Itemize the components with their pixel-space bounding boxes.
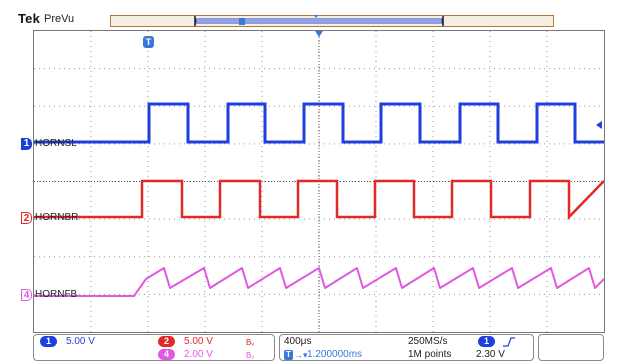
trigger-position-label: T bbox=[145, 37, 152, 47]
trigger-source-number: 1 bbox=[483, 336, 489, 346]
channel-2-marker[interactable]: 2 bbox=[21, 212, 32, 224]
trigger-level-value: 2.30 V bbox=[476, 349, 505, 360]
channel-2-number: 2 bbox=[23, 213, 30, 224]
waveform-canvas bbox=[34, 31, 604, 332]
channel-1-number: 1 bbox=[23, 138, 30, 149]
trigger-position-value: 1.200000ms bbox=[307, 349, 363, 360]
channel-1-label: HORNSL bbox=[35, 138, 77, 149]
channel-1-marker[interactable]: 1 bbox=[21, 138, 32, 150]
channel-4-label: HORNFB bbox=[35, 289, 78, 300]
record-view-bar-graphic bbox=[194, 15, 444, 26]
trigger-source-badge: 1 bbox=[478, 336, 495, 347]
channel-2-label: HORNBR bbox=[35, 212, 79, 223]
status-bar: 1 5.00 V 2 5.00 V Bᵥ 4 2.00 V Bᵥ 400μs T… bbox=[33, 334, 605, 361]
brand-logo: Tek bbox=[18, 11, 41, 26]
bandwidth-limit-icon: Bᵥ bbox=[246, 351, 254, 360]
trigger-point-icon bbox=[315, 31, 323, 37]
horizontal-trigger-panel[interactable]: 400μs T →▾ 1.200000ms 250MS/s 1M points … bbox=[279, 334, 534, 361]
bandwidth-limit-icon: Bᵥ bbox=[246, 338, 254, 347]
acquisition-mode-label: PreVu bbox=[44, 13, 75, 25]
ch1-scale-badge: 1 bbox=[40, 336, 57, 347]
channel-4-trace bbox=[34, 267, 604, 297]
record-length-value: 1M points bbox=[408, 349, 452, 360]
ch2-scale-value: 5.00 V bbox=[184, 336, 213, 347]
arrow-icon: →▾ bbox=[294, 350, 308, 360]
ch1-scale-value: 5.00 V bbox=[66, 336, 95, 347]
trigger-position-marker[interactable]: T bbox=[143, 36, 154, 48]
timebase-value: 400μs bbox=[284, 336, 312, 347]
ch4-scale-badge: 4 bbox=[158, 349, 175, 360]
ch4-badge-number: 4 bbox=[163, 349, 169, 359]
channel-4-number: 4 bbox=[23, 290, 30, 301]
waveform-plot-area[interactable]: 1 HORNSL 2 HORNBR 4 HORNFB T bbox=[21, 30, 605, 333]
rising-edge-icon bbox=[503, 337, 515, 347]
ch2-scale-badge: 2 bbox=[158, 336, 175, 347]
ch4-scale-value: 2.00 V bbox=[184, 349, 213, 360]
channel-2-trace bbox=[34, 179, 604, 221]
channel-4-marker[interactable]: 4 bbox=[21, 289, 32, 301]
ch2-badge-number: 2 bbox=[163, 336, 169, 346]
auxiliary-panel[interactable] bbox=[538, 334, 604, 361]
sample-rate-value: 250MS/s bbox=[408, 336, 448, 347]
trigger-position-icon: T bbox=[284, 350, 293, 360]
channel-1-trace bbox=[34, 102, 604, 144]
vertical-scale-panel[interactable]: 1 5.00 V 2 5.00 V Bᵥ 4 2.00 V Bᵥ bbox=[33, 334, 275, 361]
ch1-badge-number: 1 bbox=[45, 336, 51, 346]
trigger-level-icon bbox=[596, 121, 602, 129]
record-view-bar[interactable] bbox=[110, 15, 554, 27]
